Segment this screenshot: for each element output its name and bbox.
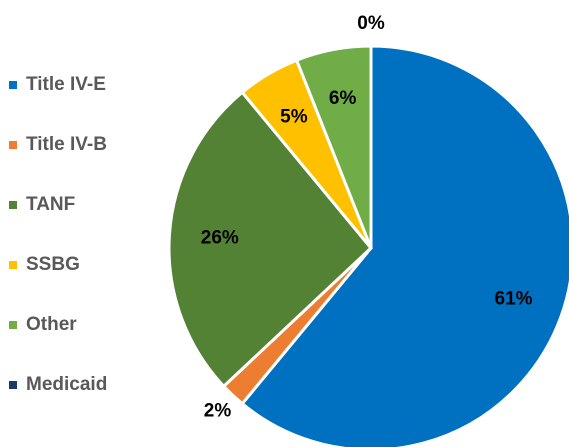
legend-label: Other: [26, 314, 77, 335]
legend-swatch: [9, 81, 17, 89]
legend-label: Title IV-B: [26, 134, 107, 155]
data-label: 26%: [201, 228, 239, 249]
legend-swatch: [9, 201, 17, 209]
legend-label: Title IV-E: [26, 74, 106, 95]
legend-swatch: [9, 261, 17, 269]
data-label: 5%: [280, 107, 308, 128]
data-label: 61%: [495, 288, 533, 309]
legend-swatch: [9, 141, 17, 149]
data-label: 2%: [204, 400, 232, 421]
legend-swatch: [9, 381, 17, 389]
legend-label: TANF: [26, 194, 75, 215]
legend-label: SSBG: [26, 254, 80, 275]
legend-label: Medicaid: [26, 374, 107, 395]
pie-slice: [167, 90, 374, 389]
data-label: 0%: [357, 13, 385, 34]
pie-slice: [240, 44, 569, 447]
data-label: 6%: [329, 88, 357, 109]
legend-swatch: [9, 321, 17, 329]
